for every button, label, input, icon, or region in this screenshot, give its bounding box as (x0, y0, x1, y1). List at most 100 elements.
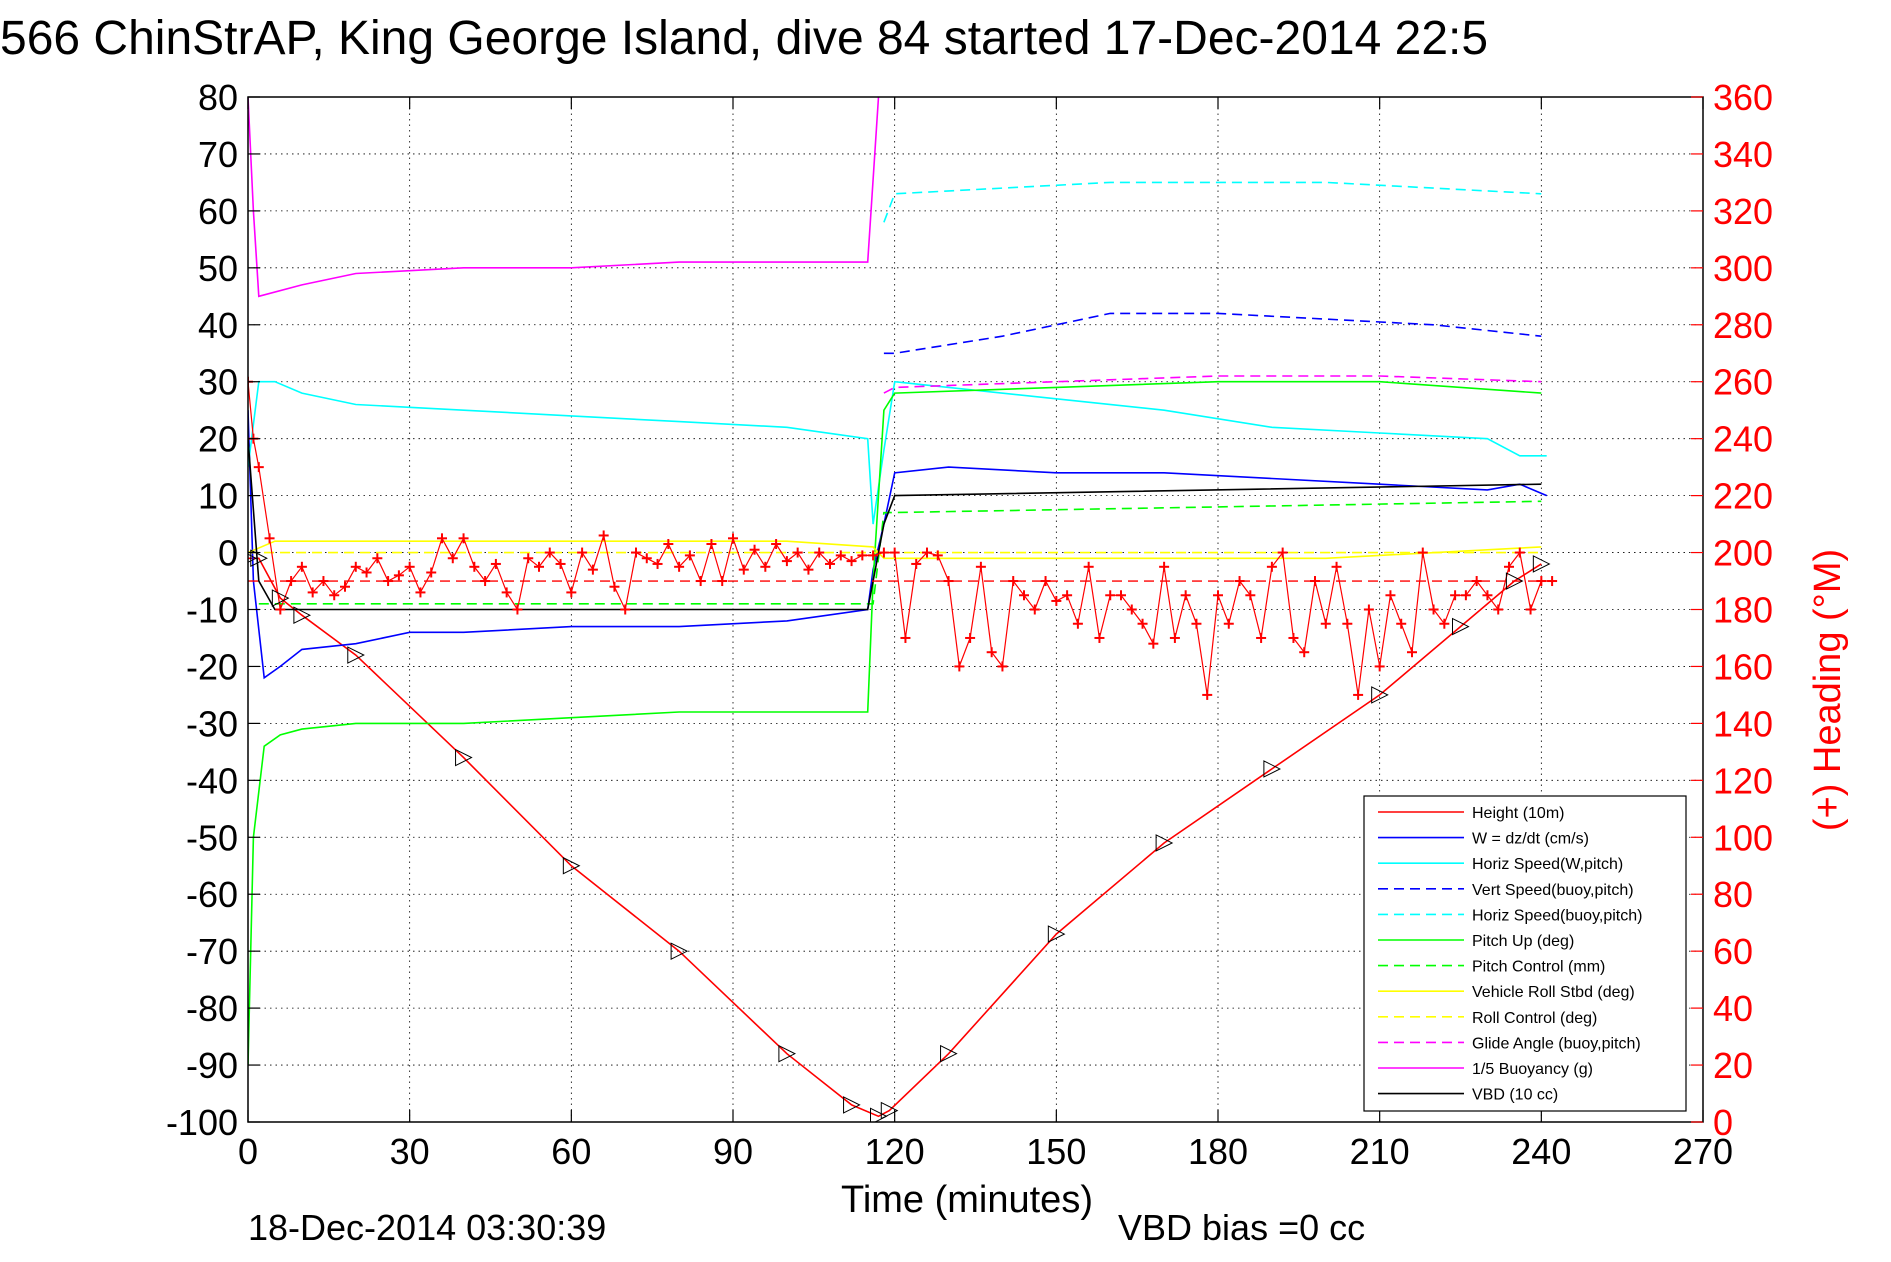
left-tick-label: -100 (166, 1102, 238, 1143)
legend-entry: Roll Control (deg) (1472, 1010, 1597, 1027)
depth-marker (293, 606, 312, 625)
heading-marker (1266, 561, 1277, 572)
right-tick-label: 320 (1713, 191, 1773, 232)
heading-marker (1051, 595, 1062, 606)
heading-marker (1277, 547, 1288, 558)
heading-marker (1083, 561, 1094, 572)
right-tick-label: 20 (1713, 1045, 1753, 1086)
depth-marker (843, 1096, 861, 1114)
depth-marker (1371, 686, 1389, 704)
left-tick-label: 50 (198, 248, 238, 289)
heading-marker (1320, 618, 1331, 629)
heading-marker (771, 539, 782, 550)
right-tick-label: 100 (1713, 817, 1773, 858)
depth-marker (1505, 572, 1524, 590)
heading-marker (1094, 632, 1105, 643)
depth-marker (1047, 925, 1066, 943)
heading-marker (577, 547, 588, 558)
legend-entry: Vehicle Roll Stbd (deg) (1472, 984, 1635, 1001)
heading-marker (1299, 647, 1310, 658)
heading-marker (1116, 590, 1126, 601)
heading-marker (620, 604, 631, 615)
heading-marker (1460, 590, 1471, 601)
heading-marker (1105, 590, 1116, 601)
heading-marker (1374, 661, 1385, 672)
legend-entry: Glide Angle (buoy,pitch) (1472, 1035, 1641, 1052)
heading-marker (598, 530, 609, 541)
left-tick-label: -20 (186, 646, 238, 687)
heading-marker (803, 564, 814, 575)
left-tick-label: -60 (186, 874, 238, 915)
depth-marker (870, 1107, 888, 1122)
right-tick-label: 160 (1713, 646, 1773, 687)
heading-marker (469, 561, 480, 572)
x-axis: 0 30 60 90 120 150 180 210 240 270 (238, 97, 1733, 1172)
heading-marker (1019, 590, 1029, 601)
depth-marker (1155, 834, 1174, 852)
heading-marker (954, 661, 965, 672)
heading-marker (490, 558, 501, 569)
depth-marker (347, 646, 365, 664)
right-tick-label: 80 (1713, 874, 1753, 915)
heading-marker (1213, 590, 1223, 601)
heading-marker (307, 587, 318, 598)
x-tick-label: 180 (1188, 1131, 1248, 1172)
heading-marker (1342, 618, 1353, 629)
series-line-vehicle-roll-stbd-deg (248, 540, 1542, 560)
legend-entry: Pitch Up (deg) (1472, 933, 1574, 950)
right-tick-label: 60 (1713, 931, 1753, 972)
legend-entry: Pitch Control (mm) (1472, 959, 1605, 976)
left-tick-label: 10 (198, 476, 238, 517)
heading-marker (393, 570, 404, 581)
heading-marker (383, 576, 394, 587)
right-tick-label: 260 (1713, 362, 1773, 403)
left-tick-label: -30 (186, 703, 238, 744)
x-tick-label: 210 (1350, 1131, 1410, 1172)
heading-marker (361, 567, 372, 578)
heading-marker (1385, 590, 1396, 601)
depth-marker (562, 856, 581, 875)
heading-marker (846, 556, 857, 567)
heading-marker (1417, 547, 1428, 558)
heading-marker (437, 533, 447, 544)
heading-marker (965, 632, 976, 643)
heading-marker (889, 547, 900, 558)
left-tick-label: 20 (198, 419, 238, 460)
left-tick-label: 30 (198, 362, 238, 403)
heading-marker (1514, 547, 1525, 558)
heading-marker (943, 576, 954, 587)
left-tick-label: -80 (186, 988, 238, 1029)
heading-marker (695, 576, 706, 587)
x-axis-label: Time (minutes) (841, 1179, 1093, 1221)
left-tick-label: 0 (218, 533, 238, 574)
right-tick-label: 180 (1713, 590, 1773, 631)
heading-marker (674, 561, 685, 572)
left-tick-label: -70 (186, 931, 238, 972)
chart-title: 566 ChinStrAP, King George Island, dive … (0, 12, 1488, 65)
left-tick-label: -40 (186, 760, 238, 801)
heading-marker (555, 558, 566, 569)
x-tick-label: 150 (1026, 1131, 1086, 1172)
heading-marker (318, 576, 329, 587)
right-tick-label: 220 (1713, 476, 1773, 517)
series-line-vert-speed-buoy-pitch (883, 312, 1542, 355)
depth-marker (1452, 617, 1470, 636)
heading-marker (1245, 590, 1256, 601)
x-tick-label: 60 (551, 1131, 591, 1172)
depth-marker (670, 942, 689, 960)
heading-marker (1256, 632, 1267, 643)
heading-marker (684, 550, 695, 561)
heading-marker (1525, 604, 1536, 615)
heading-marker (523, 553, 534, 564)
x-tick-label: 270 (1673, 1131, 1733, 1172)
heading-marker (1288, 632, 1299, 643)
heading-marker (749, 544, 760, 555)
heading-marker (1363, 604, 1374, 615)
footer-vbd-bias: VBD bias =0 cc (1118, 1207, 1365, 1248)
left-tick-label: 80 (198, 77, 238, 118)
left-axis: 80 70 60 50 40 30 20 10 0 -10 -20 -30 -40 -50 -60 -70 -8… (166, 77, 260, 1143)
heading-marker (1439, 618, 1450, 629)
depth-marker (940, 1044, 958, 1063)
left-tick-label: -90 (186, 1045, 238, 1086)
